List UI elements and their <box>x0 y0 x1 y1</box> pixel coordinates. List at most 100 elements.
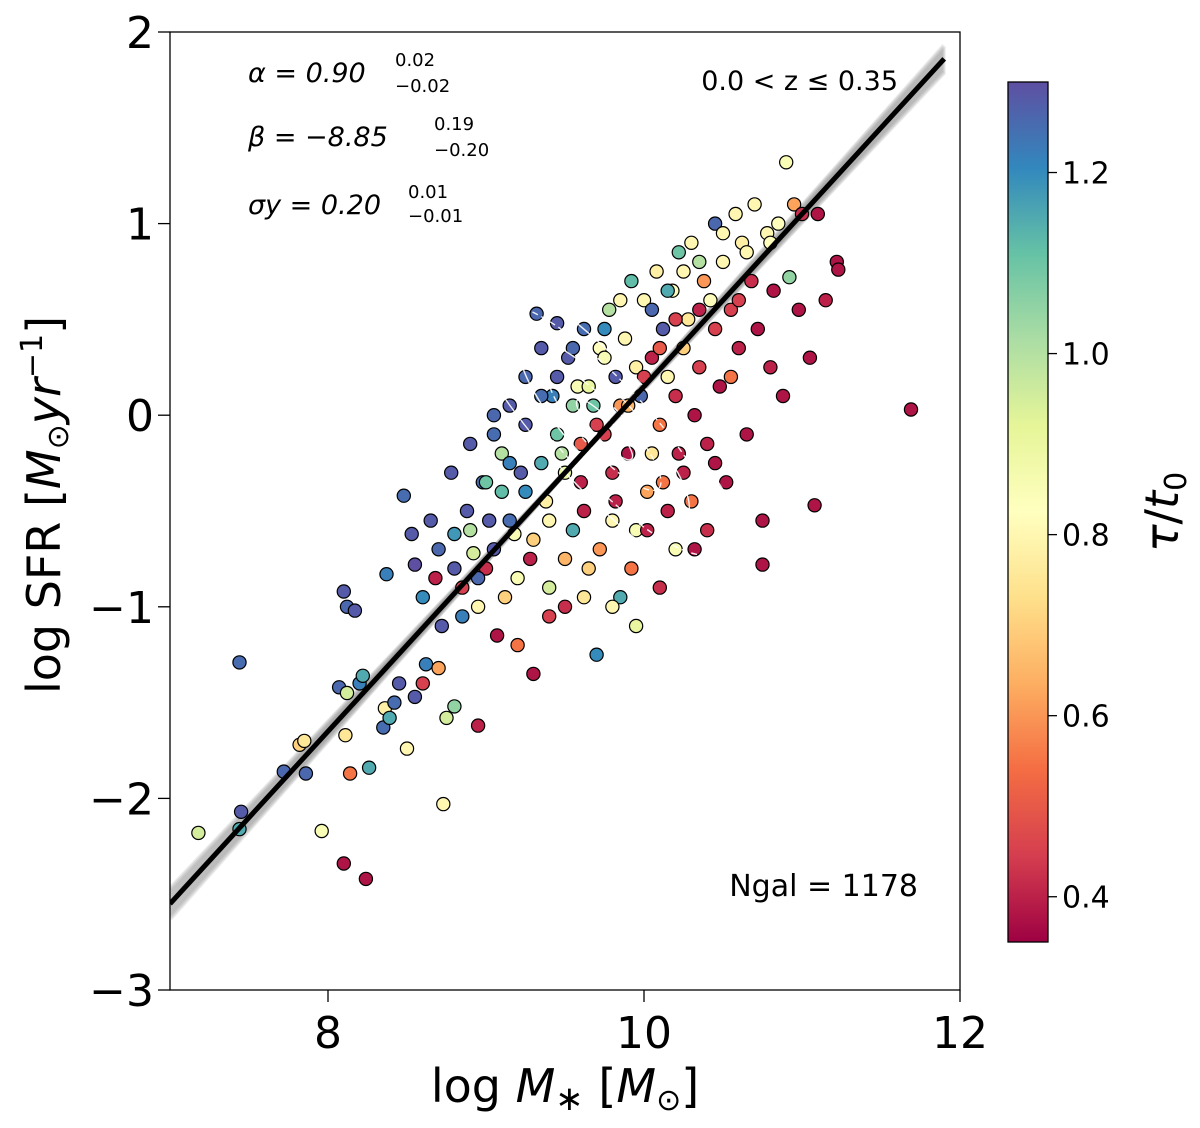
x-axis-label: log M∗ [M⊙] <box>431 1059 699 1119</box>
contour-level <box>487 303 722 556</box>
scatter-point <box>613 293 628 308</box>
scatter-point <box>355 668 370 684</box>
scatter-point <box>518 484 533 499</box>
scatter-point <box>802 350 818 365</box>
scatter-point <box>518 369 533 385</box>
scatter-point <box>526 532 541 547</box>
scatter-point <box>489 628 505 643</box>
scatter-point <box>361 760 377 775</box>
scatter-point <box>668 388 683 404</box>
scatter-point <box>396 488 411 503</box>
scatter-point <box>628 618 644 634</box>
scatter-point <box>434 618 449 634</box>
scatter-point <box>436 796 451 812</box>
scatter-point <box>731 293 747 308</box>
plot-frame <box>169 31 961 991</box>
scatter-point <box>510 637 525 653</box>
scatter-point <box>766 283 781 298</box>
ngal-label: Ngal = 1178 <box>729 869 918 904</box>
scatter-point <box>494 446 509 461</box>
scatter-point <box>692 254 707 270</box>
scatter-point <box>605 599 620 615</box>
scatter-point <box>534 340 549 356</box>
y-tick-label: −3 <box>89 966 154 1017</box>
scatter-point <box>297 733 312 749</box>
scatter-point <box>404 526 419 542</box>
scatter-point <box>557 551 573 567</box>
scatter-points <box>191 155 919 887</box>
scatter-point <box>597 321 612 337</box>
scatter-point <box>444 465 459 480</box>
scatter-point <box>903 402 919 417</box>
scatter-point <box>747 197 762 212</box>
scatter-point <box>755 557 770 572</box>
scatter-point <box>542 609 557 624</box>
scatter-point <box>565 523 581 538</box>
scatter-point <box>459 503 475 519</box>
colorbar-tick-label: 1.2 <box>1062 157 1110 192</box>
scatter-point <box>715 225 731 241</box>
scatter-point <box>191 825 206 841</box>
scatter-point <box>494 484 509 499</box>
scatter-point <box>700 436 715 452</box>
scatter-point <box>750 321 766 337</box>
scatter-point <box>644 350 660 365</box>
scatter-point <box>298 766 314 781</box>
scatter-point <box>431 542 446 557</box>
scatter-point <box>339 685 355 701</box>
scatter-point <box>338 728 353 743</box>
scatter-point <box>624 561 639 576</box>
scatter-point <box>233 804 249 820</box>
scatter-point <box>652 580 668 595</box>
scatter-point <box>775 388 791 404</box>
scatter-point <box>671 245 687 260</box>
scatter-point <box>554 446 570 461</box>
scatter-point <box>447 526 462 542</box>
alpha-sup: 0.02 <box>395 50 435 71</box>
scatter-point <box>470 718 486 733</box>
scatter-point <box>608 369 623 385</box>
scatter-point <box>649 264 664 279</box>
contour-level <box>518 337 691 522</box>
scatter-point <box>549 427 565 442</box>
y-tick-label: 1 <box>126 200 154 251</box>
scatter-point <box>712 379 728 394</box>
svg-text:σy = 0.20: σy = 0.20 <box>248 190 381 221</box>
scatter-point <box>447 561 462 576</box>
beta-sub: −0.20 <box>434 140 489 161</box>
scatter-point <box>660 283 675 298</box>
scatter-point <box>684 494 699 509</box>
scatter-point <box>782 270 797 285</box>
scatter-point <box>676 465 691 480</box>
scatter-point <box>739 245 754 260</box>
x-tick-label: 10 <box>616 1008 672 1059</box>
scatter-point <box>589 417 604 432</box>
scatter-point <box>818 293 833 308</box>
scatter-point <box>342 766 358 781</box>
scatter-point <box>684 235 699 250</box>
beta-label: β = −8.85 <box>247 122 388 153</box>
colorbar-tick-label: 0.8 <box>1062 519 1110 554</box>
scatter-point <box>831 262 846 277</box>
scatter-point <box>652 417 668 432</box>
scatter-point <box>687 408 702 423</box>
scatter-point <box>407 689 423 705</box>
scatter-point <box>399 741 415 756</box>
plot-area <box>170 32 960 990</box>
svg-text:α = 0.90: α = 0.90 <box>248 58 366 89</box>
scatter-point <box>617 331 633 346</box>
colorbar-ticks: 0.4 0.6 0.8 1.0 1.2 <box>1048 157 1110 916</box>
scatter-point <box>379 567 394 582</box>
scatter-point <box>439 710 454 726</box>
scatter-point <box>431 660 446 676</box>
alpha-sub: −0.02 <box>395 76 450 97</box>
scatter-point <box>415 676 430 691</box>
scatter-point <box>482 513 497 528</box>
y-axis-label: log SFR [M⊙yr−1] <box>15 316 76 694</box>
colorbar-label: τ/t0 <box>1135 472 1194 552</box>
scatter-point <box>763 360 778 375</box>
fit-annotation-alpha: α = 0.90 0.02 −0.02 <box>248 50 450 97</box>
scatter-point <box>681 312 696 327</box>
scatter-point <box>744 273 759 289</box>
colorbar-tick-label: 1.0 <box>1062 338 1110 373</box>
